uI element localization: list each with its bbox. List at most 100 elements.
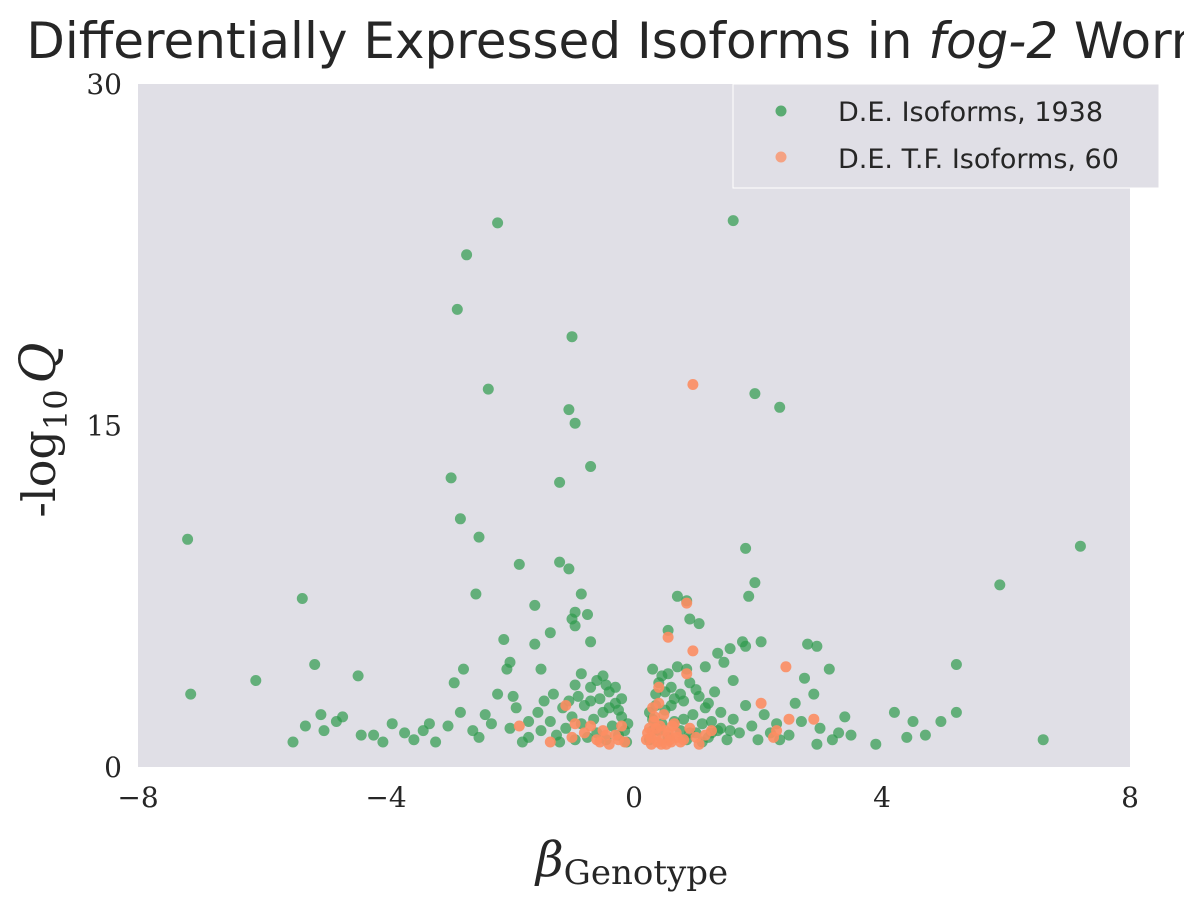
legend-label-de-tf-isoforms: D.E. T.F. Isoforms, 60 — [838, 144, 1119, 175]
de-isoform-point — [715, 722, 727, 734]
de-isoform-point — [485, 718, 497, 730]
de-tf-isoform-point — [594, 736, 606, 748]
de-isoform-point — [554, 476, 566, 488]
de-isoform-point — [746, 720, 758, 732]
de-isoform-point — [504, 722, 516, 734]
de-isoform-point — [454, 706, 466, 718]
de-isoform-point — [585, 695, 597, 707]
de-isoform-point — [696, 718, 708, 730]
de-tf-isoform-point — [690, 731, 702, 743]
de-isoform-point — [250, 675, 262, 686]
de-isoform-point — [529, 599, 541, 611]
de-isoform-point — [740, 542, 752, 554]
de-isoform-point — [318, 725, 330, 737]
de-tf-isoform-point — [544, 736, 556, 748]
de-isoform-point — [845, 729, 857, 741]
de-isoform-point — [458, 663, 469, 675]
de-tf-isoform-point — [687, 379, 699, 390]
de-isoform-point — [613, 704, 624, 716]
x-tick-label: −4 — [365, 781, 406, 814]
de-tf-isoform-point — [569, 718, 581, 730]
de-isoform-point — [870, 738, 882, 750]
de-isoform-point — [287, 736, 299, 748]
de-isoform-point — [523, 716, 535, 727]
de-isoform-point — [795, 716, 807, 727]
de-tf-isoform-point — [687, 645, 699, 657]
de-isoform-point — [888, 706, 900, 718]
de-isoform-point — [699, 661, 711, 673]
x-tick-label: 0 — [625, 781, 643, 814]
de-isoform-point — [823, 663, 835, 675]
de-isoform-point — [749, 577, 761, 589]
de-isoform-point — [569, 679, 581, 691]
de-isoform-point — [690, 684, 702, 696]
de-isoform-point — [671, 661, 683, 673]
de-isoform-point — [675, 688, 686, 700]
de-tf-isoform-point — [616, 720, 628, 732]
de-isoform-point — [563, 563, 575, 575]
de-isoform-point — [994, 579, 1006, 591]
de-isoform-point — [609, 681, 621, 693]
de-isoform-point — [743, 590, 755, 602]
de-isoform-point — [408, 734, 420, 746]
de-isoform-point — [544, 716, 556, 727]
de-isoform-point — [783, 729, 795, 741]
de-tf-isoform-point — [684, 722, 696, 734]
de-isoform-point — [715, 706, 727, 718]
de-tf-isoform-point — [655, 738, 667, 750]
de-isoform-point — [950, 659, 962, 670]
de-tf-isoform-point — [699, 729, 711, 741]
de-tf-isoform-point — [513, 720, 525, 732]
de-isoform-point — [752, 734, 764, 746]
de-isoform-point — [386, 718, 398, 730]
de-isoform-point — [516, 736, 528, 748]
de-isoform-point — [693, 618, 705, 630]
de-isoform-point — [839, 711, 851, 723]
de-isoform-point — [740, 700, 752, 711]
de-isoform-point — [185, 688, 197, 700]
de-isoform-point — [603, 702, 615, 714]
de-isoform-point — [706, 716, 717, 727]
x-axis-ticks: −8 −4 0 4 8 — [117, 781, 1139, 814]
de-isoform-point — [789, 697, 801, 709]
de-isoform-point — [560, 722, 572, 734]
de-tf-isoform-point — [658, 709, 670, 721]
de-isoform-point — [482, 383, 494, 395]
de-isoform-point — [513, 558, 525, 570]
plot-area — [138, 84, 1130, 767]
de-isoform-point — [461, 249, 473, 261]
de-isoform-point — [399, 727, 411, 739]
de-tf-isoform-point — [566, 731, 578, 743]
de-isoform-point — [309, 659, 321, 670]
de-isoform-point — [919, 729, 931, 741]
de-isoform-point — [529, 638, 541, 650]
de-isoform-point — [712, 647, 724, 659]
de-tf-isoform-point — [650, 722, 662, 734]
de-isoform-point — [724, 725, 736, 737]
de-isoform-point — [315, 709, 327, 721]
de-isoform-point — [585, 461, 597, 472]
de-isoform-point — [454, 513, 466, 525]
de-isoform-point — [802, 638, 814, 650]
de-tf-isoform-point — [681, 668, 693, 680]
de-isoform-point — [572, 690, 584, 702]
de-isoform-point — [814, 722, 826, 734]
de-isoform-point — [473, 531, 485, 543]
de-isoform-point — [582, 609, 593, 620]
de-isoform-point — [721, 734, 733, 746]
de-tf-isoform-point — [662, 631, 674, 643]
de-isoform-point — [368, 729, 380, 741]
de-isoform-point — [448, 677, 460, 689]
de-isoform-point — [808, 688, 820, 700]
de-isoform-point — [470, 588, 482, 600]
de-tf-isoform-point — [653, 697, 665, 709]
de-isoform-point — [702, 697, 714, 709]
de-isoform-point — [718, 656, 730, 668]
de-tf-isoform-point — [645, 731, 657, 743]
legend-marker-de-isoforms — [775, 105, 787, 117]
de-isoform-point — [569, 620, 581, 632]
de-isoform-point — [724, 643, 736, 655]
x-tick-label: −8 — [117, 781, 158, 814]
legend-label-de-isoforms: D.E. Isoforms, 1938 — [838, 97, 1103, 128]
de-isoform-point — [479, 709, 491, 721]
